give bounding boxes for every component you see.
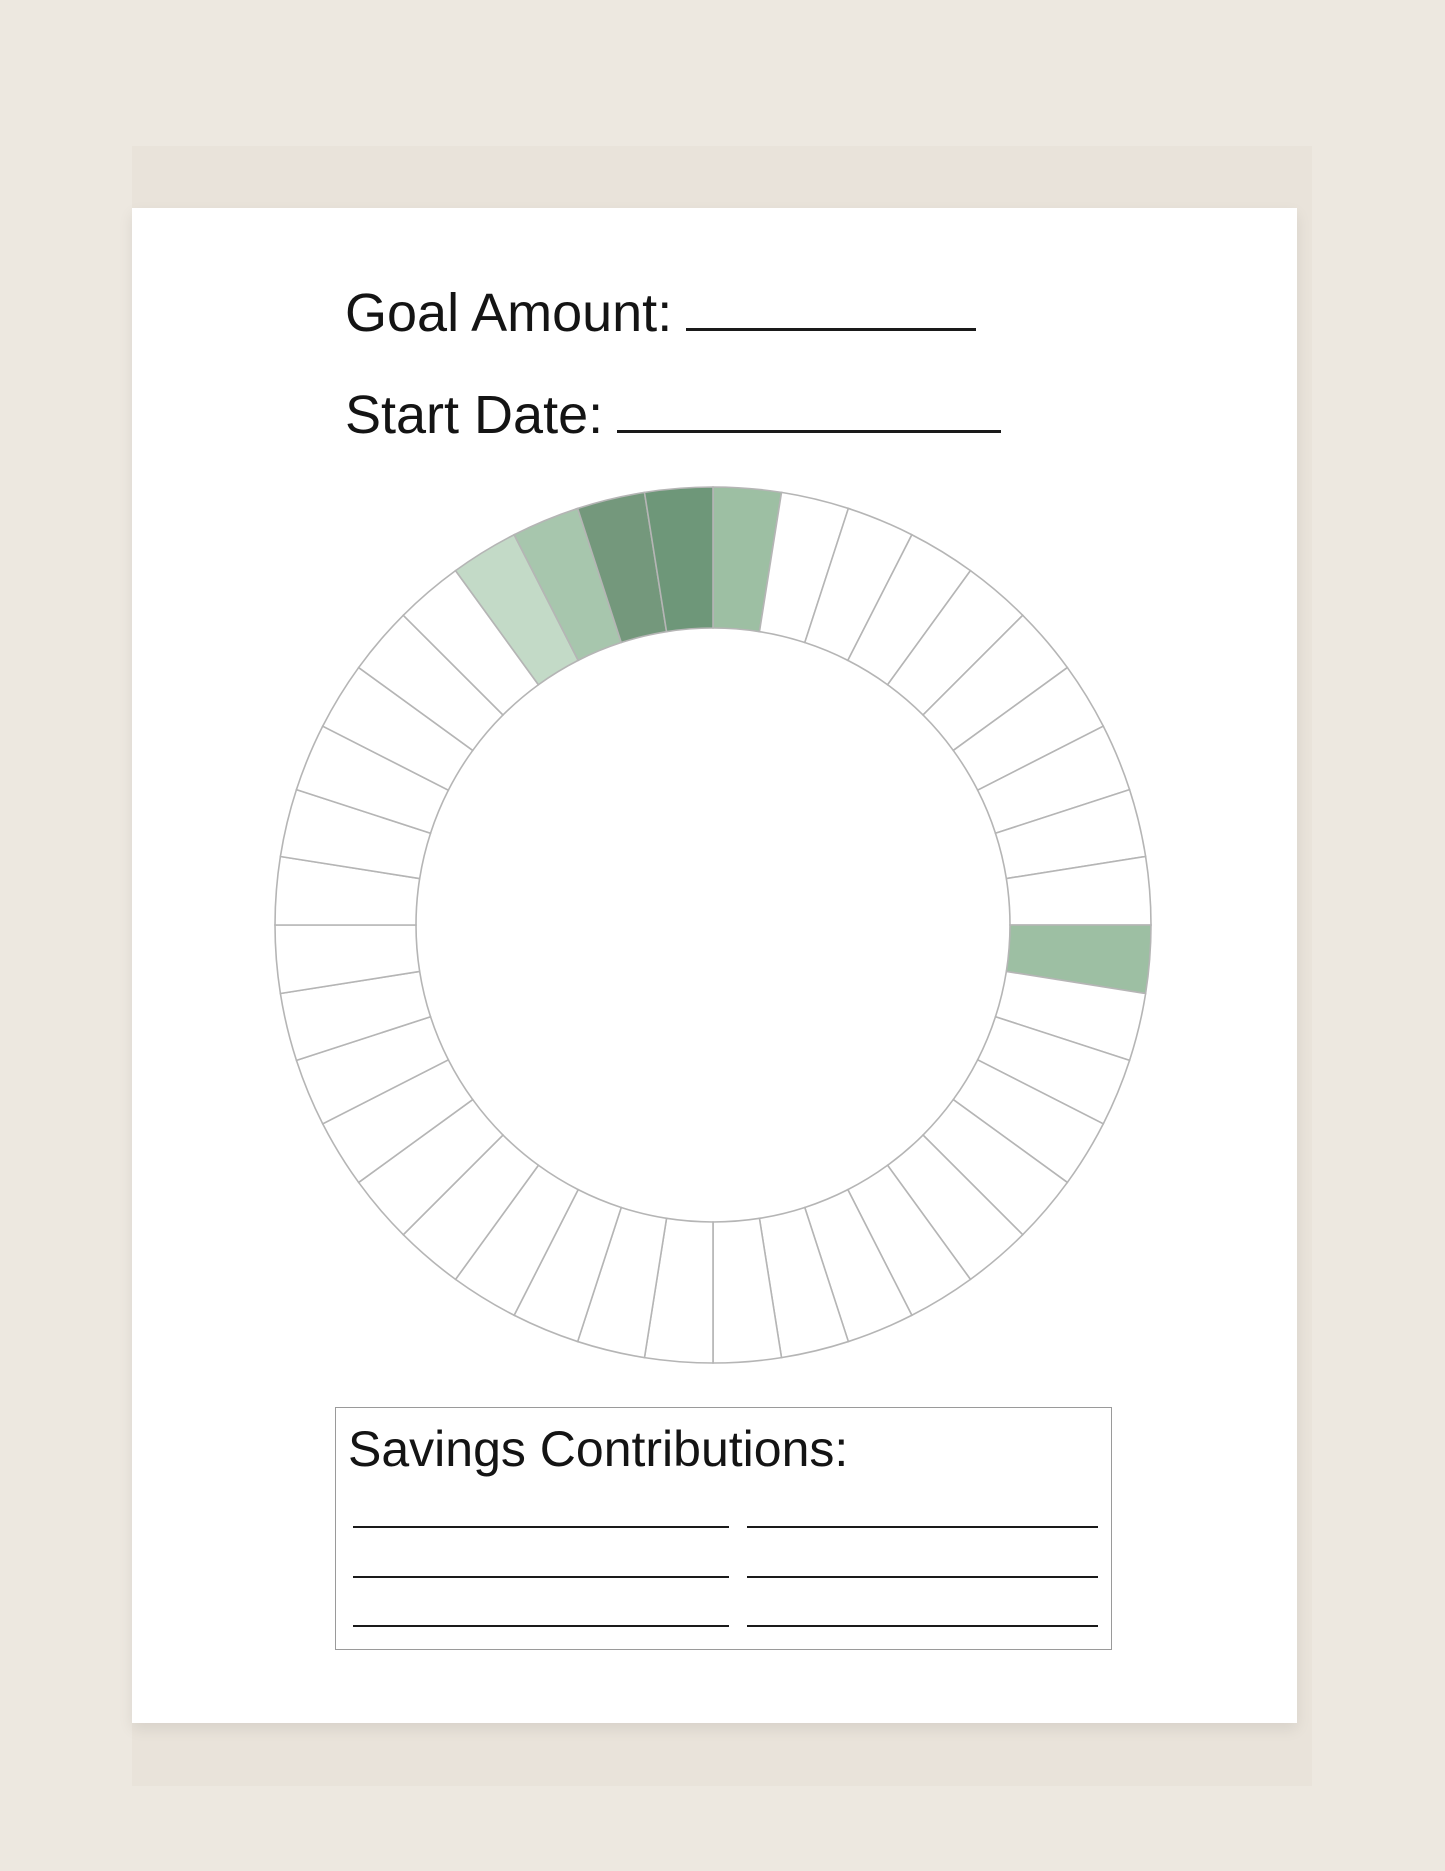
- contribution-line[interactable]: [747, 1526, 1098, 1528]
- contribution-line[interactable]: [353, 1576, 729, 1578]
- contribution-line[interactable]: [747, 1625, 1098, 1627]
- start-date-field: Start Date:: [345, 384, 1002, 446]
- start-date-blank-line[interactable]: [617, 386, 1002, 433]
- contribution-line[interactable]: [353, 1625, 729, 1627]
- savings-contributions-box: Savings Contributions:: [335, 1407, 1112, 1650]
- contribution-line[interactable]: [353, 1526, 729, 1528]
- goal-amount-field: Goal Amount:: [345, 282, 977, 344]
- contribution-line[interactable]: [747, 1576, 1098, 1578]
- goal-amount-label: Goal Amount:: [345, 283, 673, 343]
- savings-contributions-title: Savings Contributions:: [348, 1421, 849, 1477]
- wheel-segment-filled[interactable]: [643, 486, 714, 633]
- start-date-label: Start Date:: [345, 385, 604, 445]
- goal-amount-blank-line[interactable]: [686, 284, 977, 331]
